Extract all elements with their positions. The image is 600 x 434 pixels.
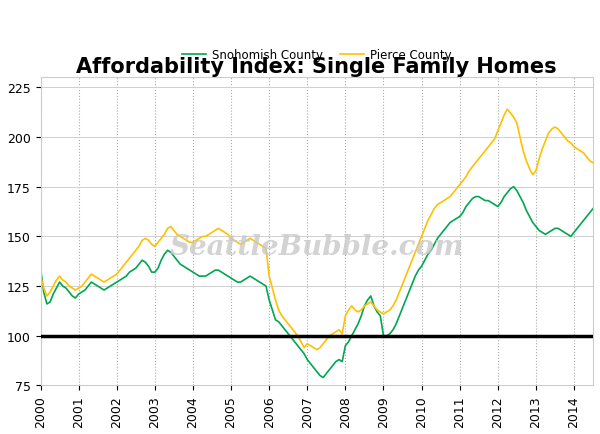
Pierce County: [234, 240, 241, 245]
Pierce County: [37, 274, 44, 279]
Snohomish County: [304, 357, 311, 362]
Snohomish County: [234, 280, 241, 285]
Text: SeattleBubble.com: SeattleBubble.com: [170, 234, 464, 261]
Snohomish County: [510, 184, 517, 190]
Pierce County: [43, 294, 50, 299]
Pierce County: [304, 341, 311, 346]
Snohomish County: [37, 266, 44, 271]
Pierce County: [504, 107, 511, 112]
Snohomish County: [320, 375, 327, 380]
Line: Snohomish County: Snohomish County: [41, 187, 600, 378]
Legend: Snohomish County, Pierce County: Snohomish County, Pierce County: [178, 44, 456, 66]
Snohomish County: [43, 302, 50, 307]
Pierce County: [262, 246, 269, 251]
Pierce County: [313, 347, 320, 352]
Line: Pierce County: Pierce County: [41, 110, 600, 350]
Title: Affordability Index: Single Family Homes: Affordability Index: Single Family Homes: [76, 56, 557, 76]
Snohomish County: [262, 284, 269, 289]
